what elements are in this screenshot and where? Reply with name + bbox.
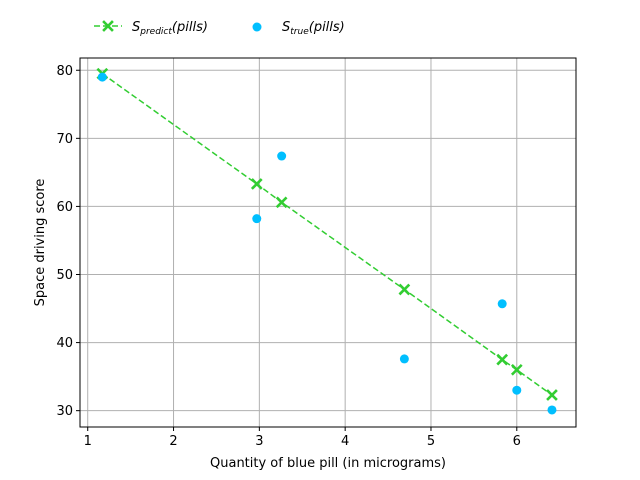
predict-point bbox=[275, 196, 288, 209]
y-tick-label: 70 bbox=[56, 132, 73, 147]
predict-point bbox=[546, 389, 558, 401]
legend-true-label: Strue(pills) bbox=[282, 20, 345, 37]
y-tick-label: 40 bbox=[56, 336, 73, 351]
x-tick-label: 3 bbox=[255, 434, 263, 449]
true-point bbox=[277, 151, 287, 161]
x-tick-label: 4 bbox=[341, 434, 349, 449]
marker-stroke bbox=[546, 389, 558, 401]
marker-stroke bbox=[102, 20, 114, 32]
legend-predict-marker bbox=[102, 20, 114, 32]
true-point bbox=[547, 405, 557, 415]
tick-layer: 1 2 3 4 5 6 30 40 50 60 70 80 bbox=[56, 64, 520, 449]
true-point bbox=[512, 385, 522, 395]
predict-point bbox=[510, 363, 523, 376]
legend-true-marker bbox=[252, 22, 262, 32]
y-axis-label: Space driving score bbox=[33, 179, 48, 307]
marker-stroke bbox=[250, 178, 263, 190]
true-point bbox=[497, 299, 507, 309]
predict-point bbox=[496, 353, 509, 366]
predict-point bbox=[250, 178, 263, 190]
y-tick-label: 30 bbox=[56, 404, 73, 419]
x-axis-label: Quantity of blue pill (in micrograms) bbox=[210, 456, 446, 471]
marker-stroke bbox=[398, 283, 411, 296]
x-tick-label: 6 bbox=[513, 434, 521, 449]
grid-layer bbox=[80, 58, 576, 427]
predict-line bbox=[101, 73, 553, 396]
marker-stroke bbox=[496, 353, 509, 366]
y-tick-label: 50 bbox=[56, 268, 73, 283]
true-point bbox=[97, 72, 107, 82]
legend: Spredict(pills) Strue(pills) bbox=[94, 20, 345, 37]
plot-frame bbox=[79, 57, 577, 428]
predict-point bbox=[398, 283, 411, 296]
marker-stroke bbox=[275, 196, 288, 209]
true-point bbox=[252, 214, 262, 224]
legend-predict-label: Spredict(pills) bbox=[132, 20, 208, 37]
true-point bbox=[399, 354, 409, 364]
y-tick-label: 60 bbox=[56, 200, 73, 215]
x-tick-label: 5 bbox=[427, 434, 435, 449]
x-tick-label: 1 bbox=[84, 434, 92, 449]
marker-stroke bbox=[510, 363, 523, 376]
x-tick-label: 2 bbox=[169, 434, 177, 449]
y-tick-label: 80 bbox=[56, 64, 73, 79]
series-layer bbox=[96, 67, 558, 415]
